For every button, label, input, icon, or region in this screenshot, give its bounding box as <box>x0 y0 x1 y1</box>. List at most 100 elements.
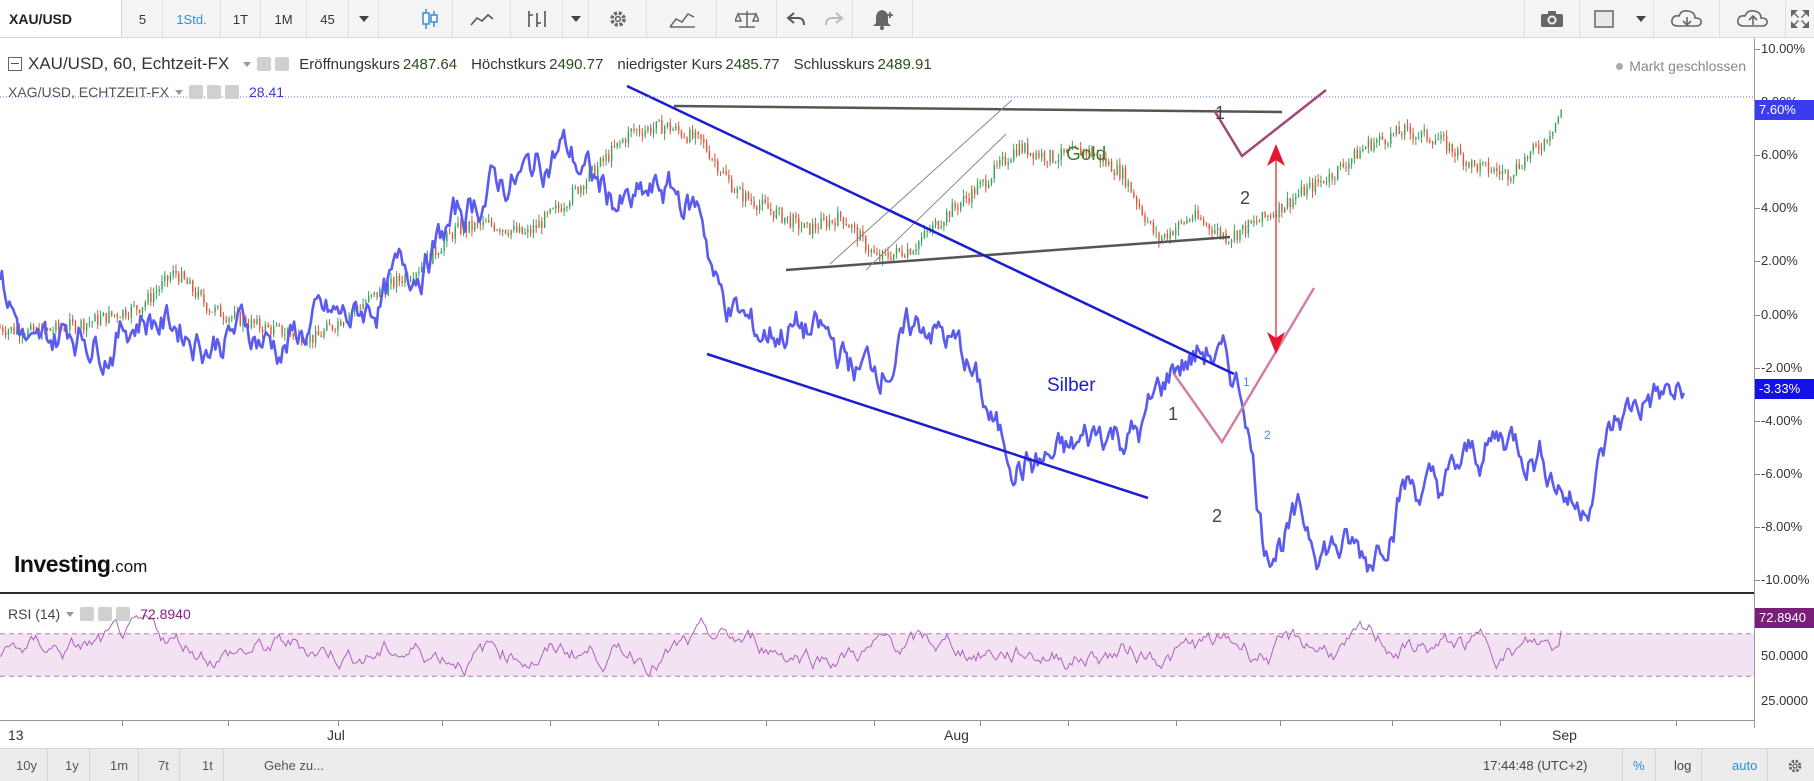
interval-1-hour[interactable]: 1Std. <box>163 0 221 38</box>
gold-candle-body <box>686 137 688 143</box>
gold-candle-body <box>200 290 202 295</box>
auto-scale-toggle[interactable]: auto <box>1722 749 1769 781</box>
rsi-panel[interactable]: RSI (14) 72.8940 <box>0 594 1754 720</box>
symbol-input[interactable]: XAU/USD <box>0 0 122 38</box>
gold-candle-body <box>1378 136 1381 140</box>
gold-candle-body <box>812 223 814 235</box>
axis-settings-button[interactable] <box>1776 749 1814 781</box>
interval-45[interactable]: 45 <box>307 0 349 38</box>
gold-candle-body <box>437 253 440 256</box>
gold-candle-body <box>147 293 149 303</box>
price-axis-label: 4.00% <box>1761 200 1798 216</box>
undo-button[interactable] <box>777 0 815 38</box>
clock-timezone[interactable]: 17:44:48 (UTC+2) <box>1483 758 1588 773</box>
log-toggle[interactable]: log <box>1664 749 1703 781</box>
gold-candle-body <box>1214 230 1216 234</box>
compare-button[interactable] <box>647 0 717 38</box>
price-axis[interactable]: 10.00%8.00%6.00%4.00%2.00%0.00%-2.00%-4.… <box>1754 38 1814 728</box>
snapshot-button[interactable] <box>1524 0 1580 38</box>
rsi-remove-icon[interactable] <box>116 607 131 621</box>
gold-candle-body <box>222 316 225 320</box>
rsi-gear-icon[interactable] <box>98 607 113 621</box>
gold-candle-body <box>415 273 417 279</box>
layout-button[interactable] <box>1580 0 1628 38</box>
gold-candle-body <box>1462 154 1465 166</box>
candles-button[interactable] <box>407 0 453 38</box>
gold-candle-body <box>108 311 110 323</box>
gold-candle-body <box>493 224 496 231</box>
layout-dropdown[interactable] <box>1628 0 1654 38</box>
rsi-menu-caret[interactable] <box>66 611 75 617</box>
range-7t[interactable]: 7t <box>148 749 180 781</box>
gold-candle-body <box>334 329 336 331</box>
gold-candle-body <box>516 226 518 232</box>
legend-gear-icon[interactable] <box>275 57 290 71</box>
compare-gear-icon[interactable] <box>207 85 222 99</box>
range-1m[interactable]: 1m <box>100 749 140 781</box>
interval-5[interactable]: 5 <box>123 0 163 38</box>
interval-1-month[interactable]: 1M <box>261 0 307 38</box>
gold-candle-body <box>496 229 498 231</box>
range-1t[interactable]: 1t <box>192 749 224 781</box>
gold-candle-body <box>46 328 49 330</box>
gold-candle-body <box>873 249 875 253</box>
indicators-button[interactable] <box>511 0 563 38</box>
gold-candle-body <box>1281 203 1283 213</box>
goto-date-button[interactable]: Gehe zu... <box>264 758 324 773</box>
compare-remove-icon[interactable] <box>225 85 240 99</box>
gold-candle-body <box>1189 219 1191 221</box>
gold-candle-body <box>183 271 186 279</box>
gold-candle-body <box>599 158 602 166</box>
gold-candle-body <box>409 279 412 281</box>
gold-candle-body <box>1311 182 1314 192</box>
area-chart-button[interactable] <box>453 0 511 38</box>
gold-candle-body <box>968 198 970 203</box>
range-10y[interactable]: 10y <box>6 749 48 781</box>
gold-candle-body <box>474 222 476 230</box>
gold-candle-body <box>789 216 792 228</box>
gold-candle-body <box>1418 136 1420 138</box>
gold-candle-body <box>116 314 119 318</box>
collapse-legend-button[interactable] <box>8 57 22 71</box>
rsi-eye-icon[interactable] <box>80 607 95 621</box>
fullscreen-button[interactable] <box>1786 0 1814 38</box>
main-chart-panel[interactable]: XAU/USD, 60, Echtzeit-FX Eröffnungskurs … <box>0 44 1754 593</box>
gold-candle-body <box>638 129 641 134</box>
interval-1-day[interactable]: 1T <box>221 0 261 38</box>
settings-button[interactable] <box>589 0 647 38</box>
gold-candle-body <box>895 248 898 254</box>
gold-candle-body <box>1133 192 1135 197</box>
gold-candle-body <box>624 139 627 143</box>
gold-candle-body <box>1323 180 1325 183</box>
load-chart-button[interactable] <box>1654 0 1720 38</box>
redo-button[interactable] <box>815 0 853 38</box>
gold-candle-body <box>837 211 839 227</box>
gold-candle-body <box>658 120 660 122</box>
compare-eye-icon[interactable] <box>189 85 204 99</box>
indicators-dropdown[interactable] <box>563 0 589 38</box>
save-chart-button[interactable] <box>1720 0 1786 38</box>
range-1y[interactable]: 1y <box>55 749 90 781</box>
gold-candle-body <box>264 324 267 334</box>
chevron-down-icon <box>358 16 369 22</box>
gold-candle-body <box>1289 198 1291 207</box>
compare-menu-caret[interactable] <box>175 89 184 95</box>
gold-candle-body <box>211 311 214 313</box>
gold-candle-body <box>1381 136 1384 140</box>
visibility-eye-icon[interactable] <box>257 57 272 71</box>
low-label: niedrigster Kurs <box>617 55 723 73</box>
gold-candle-body <box>705 142 708 152</box>
gold-candle-body <box>27 329 29 337</box>
legend-menu-caret[interactable] <box>243 61 252 67</box>
panel-separator[interactable] <box>0 592 1754 594</box>
gold-candle-body <box>130 305 133 318</box>
interval-dropdown-button[interactable] <box>349 0 379 38</box>
gold-candle-body <box>451 233 454 239</box>
rsi-canvas[interactable] <box>0 594 1754 720</box>
time-axis[interactable]: 13 Jul Aug Sep <box>0 720 1754 748</box>
rsi-level-25: 25.0000 <box>1761 693 1808 708</box>
alert-button[interactable] <box>853 0 913 38</box>
price-chart-canvas[interactable] <box>0 44 1754 593</box>
scales-button[interactable] <box>717 0 777 38</box>
percent-toggle[interactable]: % <box>1622 749 1656 781</box>
